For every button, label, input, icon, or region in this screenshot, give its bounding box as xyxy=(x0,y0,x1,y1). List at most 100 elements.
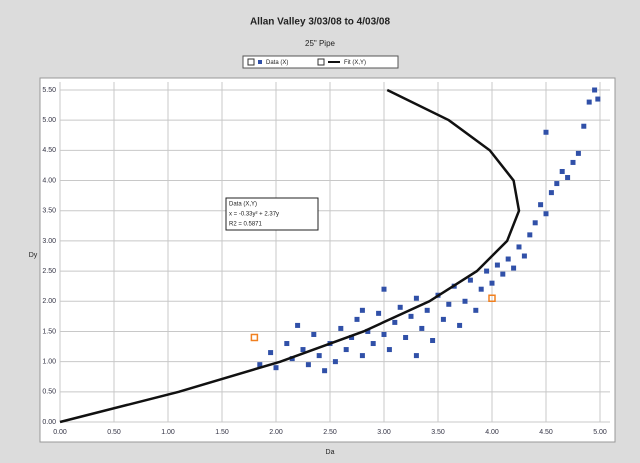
data-point xyxy=(440,316,446,322)
x-tick-label: 1.00 xyxy=(161,429,175,436)
data-point xyxy=(586,99,592,105)
outlier-point xyxy=(250,333,259,342)
data-point xyxy=(392,319,398,325)
data-point xyxy=(268,350,274,356)
x-tick-label: 2.00 xyxy=(269,429,283,436)
data-point xyxy=(559,168,565,174)
data-point xyxy=(376,310,382,316)
plot-frame xyxy=(39,77,616,443)
y-tick-label: 4.00 xyxy=(42,177,56,184)
data-point xyxy=(397,304,403,310)
data-point xyxy=(413,295,419,301)
outlier-point xyxy=(488,294,496,303)
y-tick-label: 5.50 xyxy=(42,87,56,94)
data-point xyxy=(516,244,522,250)
y-tick-label: 2.50 xyxy=(42,268,56,275)
legend-label: Data (X) xyxy=(266,60,288,66)
data-point xyxy=(430,338,436,344)
data-point xyxy=(338,325,344,331)
data-point xyxy=(332,359,338,365)
data-point xyxy=(386,347,392,353)
data-point xyxy=(365,328,371,334)
x-axis-label: Da xyxy=(326,449,335,456)
fit-curve xyxy=(59,88,521,424)
data-point xyxy=(592,87,598,93)
x-tick-label: 4.00 xyxy=(485,429,499,436)
x-tick-label: 5.00 xyxy=(593,429,607,436)
data-point xyxy=(446,301,452,307)
y-tick-label: 2.00 xyxy=(42,298,56,305)
data-point xyxy=(419,325,425,331)
annotation-box xyxy=(225,197,319,231)
x-tick-label: 1.50 xyxy=(215,429,229,436)
data-point xyxy=(543,211,549,217)
data-point xyxy=(354,316,360,322)
data-point xyxy=(257,362,263,368)
data-point xyxy=(484,268,490,274)
data-point xyxy=(478,286,484,292)
data-point xyxy=(381,286,387,292)
data-point xyxy=(322,368,328,374)
data-point xyxy=(538,202,544,208)
annotation-line: Data (X,Y) xyxy=(229,202,257,208)
data-point xyxy=(457,322,463,328)
data-point xyxy=(548,190,554,196)
data-point xyxy=(500,271,506,277)
annotation-line: R2 = 0.5871 xyxy=(229,222,263,228)
data-point xyxy=(311,331,317,337)
data-point xyxy=(532,220,538,226)
data-point xyxy=(284,341,290,347)
y-tick-label: 4.50 xyxy=(42,147,56,154)
data-point xyxy=(489,280,495,286)
data-point xyxy=(273,365,279,371)
data-point xyxy=(511,265,517,271)
data-point xyxy=(467,277,473,283)
data-point xyxy=(349,334,355,340)
y-tick-label: 0.00 xyxy=(42,419,56,426)
x-tick-label: 2.50 xyxy=(323,429,337,436)
annotation-line: x = -0.33y² + 2.37y xyxy=(229,212,279,218)
data-point xyxy=(521,253,527,259)
x-tick-label: 3.00 xyxy=(377,429,391,436)
y-axis-label: Dy xyxy=(29,252,38,259)
chart-subtitle: 25" Pipe xyxy=(305,39,336,48)
data-point xyxy=(295,322,301,328)
data-point xyxy=(527,232,533,238)
data-point xyxy=(570,159,576,165)
data-point xyxy=(494,262,500,268)
data-point xyxy=(408,313,414,319)
data-point xyxy=(300,347,306,353)
data-point xyxy=(543,129,549,135)
legend-label: Fit (X,Y) xyxy=(344,60,366,66)
x-tick-label: 3.50 xyxy=(431,429,445,436)
y-tick-label: 3.50 xyxy=(42,208,56,215)
data-point xyxy=(462,298,468,304)
data-point xyxy=(316,353,322,359)
x-tick-label: 4.50 xyxy=(539,429,553,436)
data-point xyxy=(370,341,376,347)
legend-swatch xyxy=(258,60,262,64)
data-point xyxy=(359,307,365,313)
data-point xyxy=(305,362,311,368)
data-point xyxy=(381,331,387,337)
y-tick-label: 5.00 xyxy=(42,117,56,124)
x-tick-label: 0.00 xyxy=(53,429,67,436)
chart-title: Allan Valley 3/03/08 to 4/03/08 xyxy=(250,17,391,28)
data-point xyxy=(575,150,581,156)
x-tick-label: 0.50 xyxy=(107,429,121,436)
legend-checkbox[interactable] xyxy=(317,58,325,66)
data-point xyxy=(554,181,560,187)
data-point xyxy=(413,353,419,359)
y-tick-label: 0.50 xyxy=(42,389,56,396)
legend-checkbox[interactable] xyxy=(247,58,255,66)
data-point xyxy=(505,256,511,262)
y-tick-label: 1.00 xyxy=(42,358,56,365)
data-point xyxy=(359,353,365,359)
data-point xyxy=(424,307,430,313)
data-point xyxy=(581,123,587,129)
data-point xyxy=(595,96,601,102)
data-point xyxy=(473,307,479,313)
data-point xyxy=(403,334,409,340)
